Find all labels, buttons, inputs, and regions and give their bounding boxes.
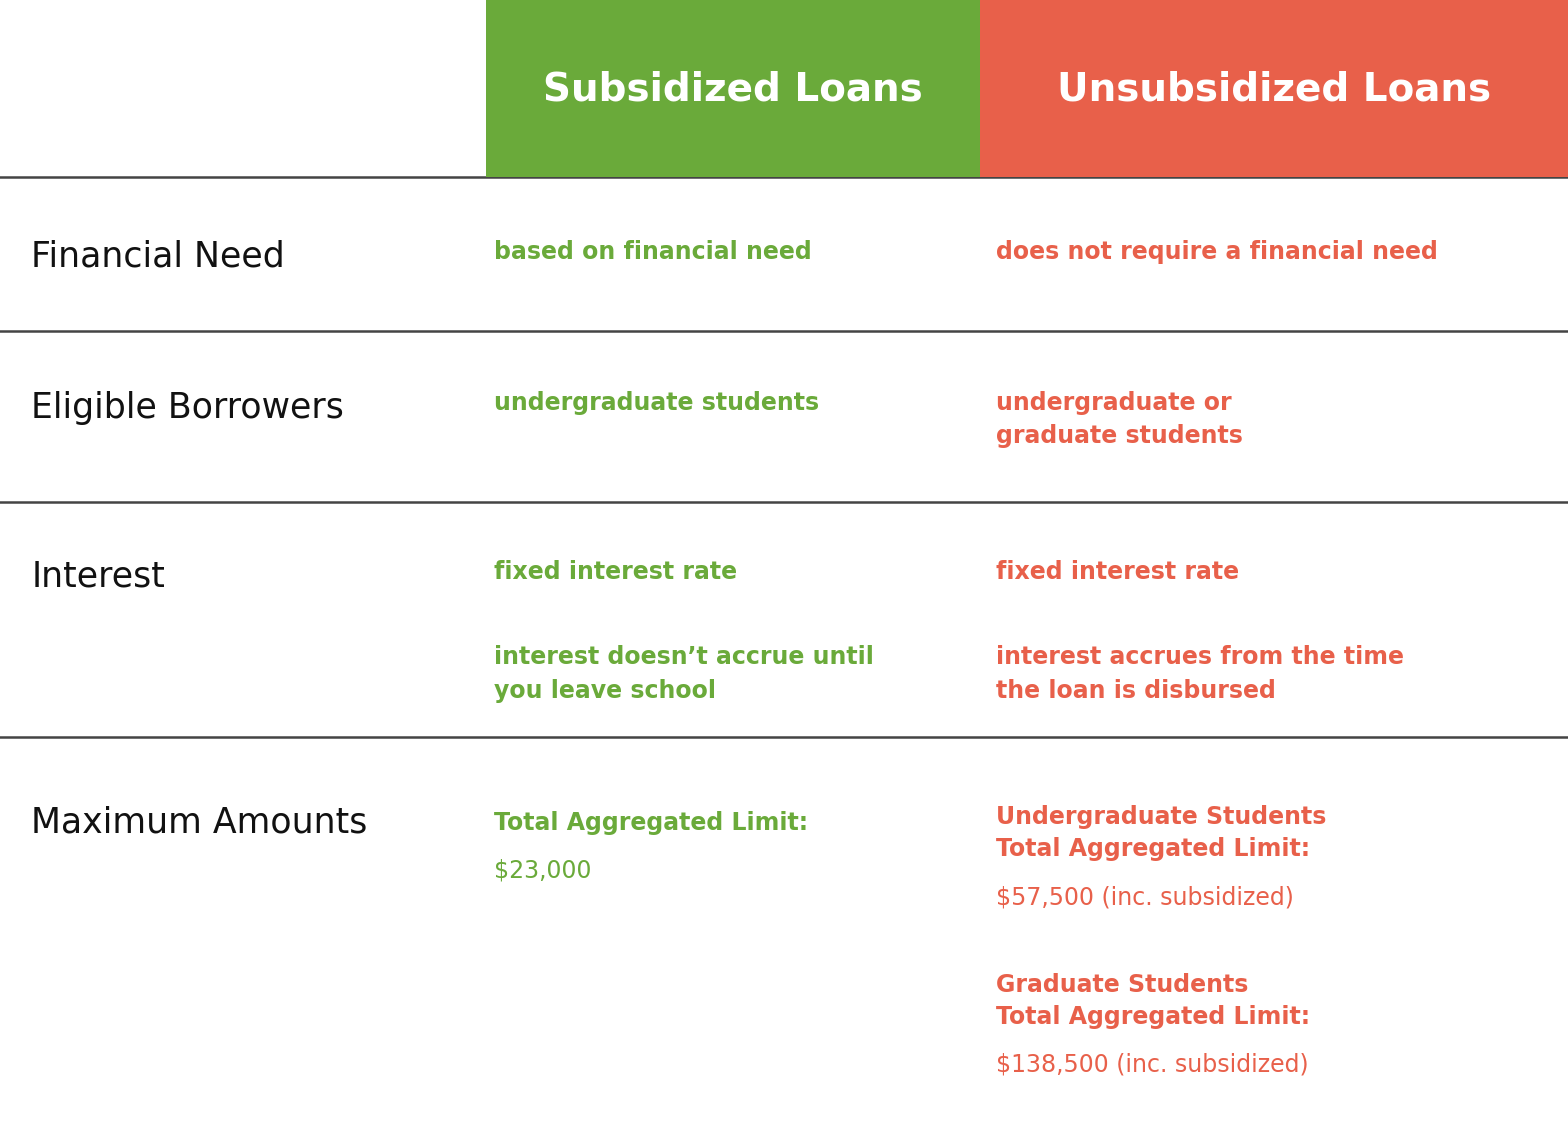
Text: fixed interest rate: fixed interest rate bbox=[996, 560, 1239, 584]
Text: Eligible Borrowers: Eligible Borrowers bbox=[31, 391, 345, 425]
Text: does not require a financial need: does not require a financial need bbox=[996, 240, 1438, 264]
Text: interest doesn’t accrue until
you leave school: interest doesn’t accrue until you leave … bbox=[494, 645, 873, 702]
Text: $138,500 (inc. subsidized): $138,500 (inc. subsidized) bbox=[996, 1053, 1308, 1077]
Text: Maximum Amounts: Maximum Amounts bbox=[31, 805, 368, 839]
Text: Unsubsidized Loans: Unsubsidized Loans bbox=[1057, 70, 1491, 108]
Bar bbox=[486, 0, 980, 177]
Text: undergraduate or
graduate students: undergraduate or graduate students bbox=[996, 391, 1242, 448]
Text: based on financial need: based on financial need bbox=[494, 240, 812, 264]
Text: fixed interest rate: fixed interest rate bbox=[494, 560, 737, 584]
Text: undergraduate students: undergraduate students bbox=[494, 391, 818, 415]
Text: Interest: Interest bbox=[31, 560, 165, 594]
Text: Financial Need: Financial Need bbox=[31, 240, 285, 274]
Text: Subsidized Loans: Subsidized Loans bbox=[543, 70, 924, 108]
Text: Graduate Students
Total Aggregated Limit:: Graduate Students Total Aggregated Limit… bbox=[996, 973, 1309, 1029]
Text: $57,500 (inc. subsidized): $57,500 (inc. subsidized) bbox=[996, 885, 1294, 909]
Text: Undergraduate Students
Total Aggregated Limit:: Undergraduate Students Total Aggregated … bbox=[996, 805, 1327, 861]
Text: $23,000: $23,000 bbox=[494, 859, 591, 883]
Text: Total Aggregated Limit:: Total Aggregated Limit: bbox=[494, 811, 808, 835]
Text: interest accrues from the time
the loan is disbursed: interest accrues from the time the loan … bbox=[996, 645, 1403, 702]
Bar bbox=[980, 0, 1568, 177]
